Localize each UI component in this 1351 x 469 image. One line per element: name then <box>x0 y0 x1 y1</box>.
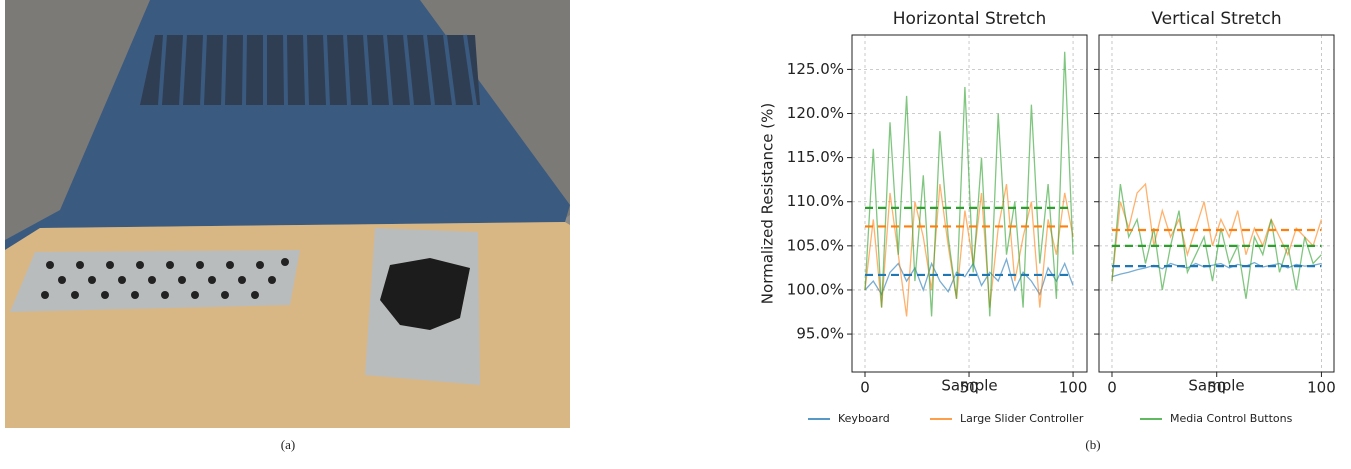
y-tick-label: 100.0% <box>787 280 844 298</box>
y-tick-label: 95.0% <box>796 325 844 343</box>
x-tick-label: 0 <box>860 379 870 397</box>
photo <box>5 0 570 428</box>
y-axis-label: Normalized Resistance (%) <box>759 103 777 304</box>
legend-label: Media Control Buttons <box>1170 412 1293 425</box>
page: (a) (b) 95.0% 100.0% 105.0% 110.0% 115.0% 120… <box>0 0 1351 469</box>
legend-label: Large Slider Controller <box>960 412 1084 425</box>
x-tick-label: 100 <box>1059 379 1088 397</box>
chart-title: Vertical Stretch <box>1151 9 1281 29</box>
legend-label: Keyboard <box>838 412 890 425</box>
caption: (b) <box>1085 437 1100 452</box>
chart-title: Horizontal Stretch <box>893 9 1047 29</box>
figure: (a) (b) 95.0% 100.0% 105.0% 110.0% 115.0% 120… <box>0 0 1351 465</box>
x-tick-label: 0 <box>1107 379 1117 397</box>
x-tick-label: 100 <box>1307 379 1336 397</box>
y-tick-label: 110.0% <box>787 192 844 210</box>
x-axis-label: Sample <box>1188 377 1244 395</box>
y-tick-label: 105.0% <box>787 236 844 254</box>
caption: (a) <box>281 437 295 452</box>
y-tick-label: 125.0% <box>787 60 844 78</box>
y-tick-label: 115.0% <box>787 148 844 166</box>
x-axis-label: Sample <box>941 377 997 395</box>
y-tick-label: 120.0% <box>787 104 844 122</box>
